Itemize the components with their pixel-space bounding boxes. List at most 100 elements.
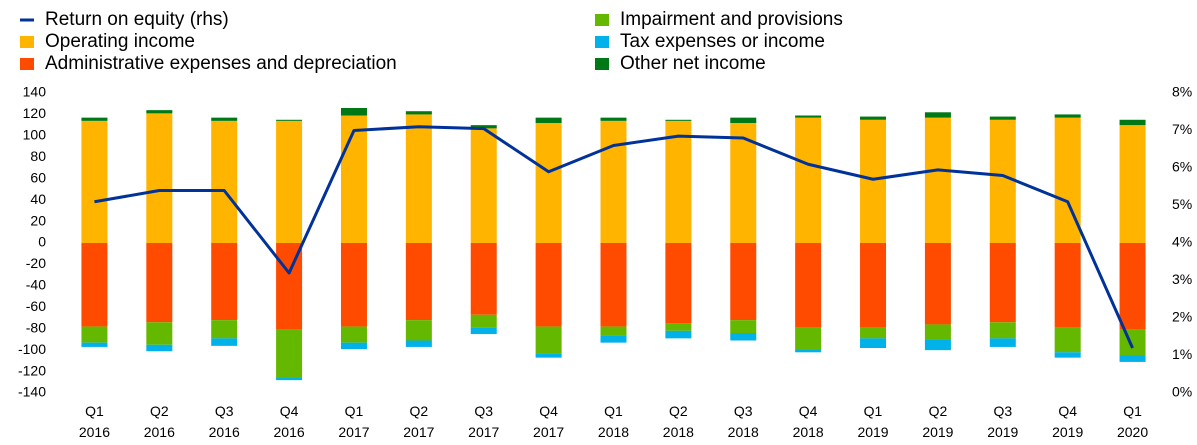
x-tick-label-line: Q4 <box>1058 403 1077 419</box>
bar-segment <box>146 243 173 323</box>
bar-segment <box>924 243 951 325</box>
x-tick-label: Q1 2017 <box>338 403 369 440</box>
legend-label: Tax expenses or income <box>620 31 825 52</box>
x-tick-label-line: Q1 <box>864 403 883 419</box>
bar-segment <box>795 117 822 243</box>
bar-segment <box>146 322 173 345</box>
x-tick-label-line: 2018 <box>793 424 824 440</box>
bar-segment <box>81 120 108 243</box>
bar-segment <box>1119 125 1146 243</box>
bar-segment <box>535 243 562 327</box>
bar-segment <box>340 115 367 243</box>
x-tick-label: Q4 2016 <box>274 403 305 440</box>
legend-swatch <box>595 14 609 26</box>
y-tick-label: 80 <box>30 148 46 164</box>
x-tick-label-line: Q1 <box>1123 403 1142 419</box>
bar-segment <box>276 120 303 243</box>
x-tick-label-line: Q4 <box>799 403 818 419</box>
bar-segment <box>795 327 822 350</box>
bar-segment <box>146 110 173 114</box>
bar-segment <box>535 123 562 243</box>
x-tick-label-line: Q3 <box>215 403 234 419</box>
x-tick-label-line: 2016 <box>144 424 175 440</box>
x-tick-label: Q3 2018 <box>728 403 759 440</box>
y2-tick-label: 1% <box>1172 346 1192 362</box>
bar-segment <box>405 114 432 243</box>
x-tick-label: Q2 2017 <box>403 403 434 440</box>
x-tick-label-line: Q3 <box>734 403 753 419</box>
x-tick-label-line: 2017 <box>533 424 564 440</box>
y-tick-label: 60 <box>30 169 46 185</box>
bar-segment <box>860 116 887 120</box>
bar-segment <box>470 125 497 129</box>
y-tick-label: 0 <box>38 234 46 250</box>
bar-segment <box>730 333 757 341</box>
bar-segment <box>730 117 757 123</box>
x-tick-label-line: Q1 <box>85 403 104 419</box>
y-tick-label: -40 <box>26 277 46 293</box>
x-tick-label-line: 2018 <box>663 424 694 440</box>
y2-tick-label: 3% <box>1172 271 1192 287</box>
x-tick-label-line: Q3 <box>993 403 1012 419</box>
y-tick-label: -80 <box>26 319 46 335</box>
x-tick-label-line: Q2 <box>410 403 429 419</box>
y2-tick-label: 6% <box>1172 159 1192 175</box>
bar-segment <box>1054 243 1081 328</box>
y-tick-label: 140 <box>23 84 47 100</box>
bar-segment <box>1119 355 1146 362</box>
x-tick-label-line: 2017 <box>468 424 499 440</box>
bar-segment <box>81 117 108 121</box>
bar-segment <box>989 338 1016 347</box>
x-tick-label-line: Q1 <box>604 403 623 419</box>
x-tick-label: Q4 2018 <box>793 403 824 440</box>
x-tick-label-line: 2020 <box>1117 424 1148 440</box>
legend-swatch <box>20 58 34 70</box>
bar-segment <box>1054 114 1081 118</box>
bar-segment <box>405 111 432 115</box>
bar-segment <box>795 349 822 353</box>
bar-segment <box>535 326 562 354</box>
bar-segment <box>405 320 432 341</box>
x-tick-label: Q2 2018 <box>663 403 694 440</box>
bar-segment <box>860 119 887 243</box>
x-tick-label-line: 2016 <box>209 424 240 440</box>
x-tick-label: Q1 2016 <box>79 403 110 440</box>
bar-segment <box>730 243 757 321</box>
y-tick-label: 40 <box>30 191 46 207</box>
y-tick-label: 100 <box>23 127 47 143</box>
bar-segment <box>924 117 951 243</box>
x-tick-label-line: 2017 <box>403 424 434 440</box>
bar-segment <box>924 339 951 351</box>
bar-segment <box>405 243 432 321</box>
legend-swatch <box>595 36 609 48</box>
legend-label: Return on equity (rhs) <box>45 9 229 30</box>
legend-label: Administrative expenses and depreciation <box>45 53 397 74</box>
x-tick-label-line: 2018 <box>728 424 759 440</box>
bar-segment <box>795 115 822 118</box>
x-tick-label: Q2 2016 <box>144 403 175 440</box>
bar-segment <box>276 378 303 381</box>
y-tick-label: 20 <box>30 212 46 228</box>
bar-segment <box>1054 352 1081 358</box>
bar-segment <box>535 117 562 123</box>
bar-segment <box>665 323 692 331</box>
bar-segment <box>276 119 303 121</box>
bar-segment <box>470 314 497 328</box>
bar-segment <box>211 338 238 346</box>
bar-segment <box>81 243 108 327</box>
legend-label: Other net income <box>620 53 766 74</box>
bar-segment <box>276 329 303 378</box>
bar-segment <box>470 243 497 315</box>
bar-segment <box>211 243 238 321</box>
bar-segment <box>600 335 627 343</box>
x-tick-label-line: Q3 <box>474 403 493 419</box>
bar-segment <box>600 117 627 121</box>
x-tick-label-line: 2019 <box>857 424 888 440</box>
x-tick-label: Q2 2019 <box>922 403 953 440</box>
bar-segment <box>924 324 951 340</box>
bar-segment <box>211 320 238 339</box>
bar-segment <box>989 322 1016 339</box>
bar-segment <box>211 117 238 121</box>
y2-tick-label: 8% <box>1172 84 1192 100</box>
